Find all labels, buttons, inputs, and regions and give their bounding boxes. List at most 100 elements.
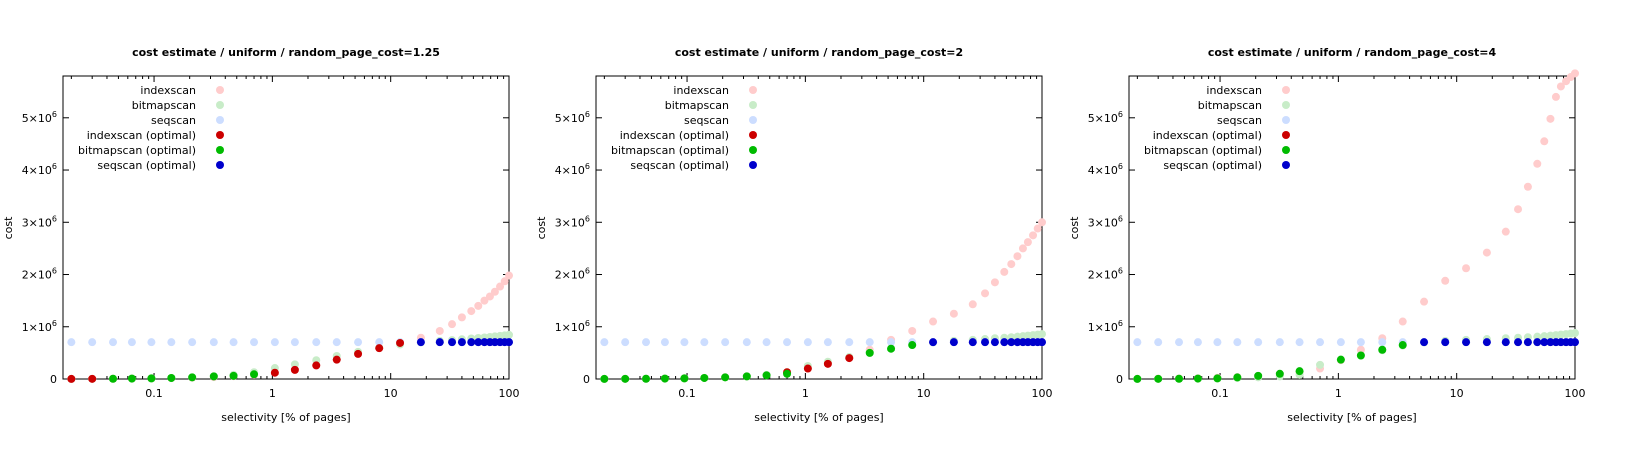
point-seqscan xyxy=(270,338,279,347)
y-axis-label: cost xyxy=(1068,216,1081,240)
point-seqscan xyxy=(67,338,76,347)
y-axis-label: cost xyxy=(535,216,548,240)
y-axis-label: cost xyxy=(2,216,15,240)
point-seqscan xyxy=(783,338,792,347)
legend-marker xyxy=(1282,161,1290,169)
point-indexscan-optimal xyxy=(312,361,321,370)
legend-marker xyxy=(216,101,224,109)
point-indexscan xyxy=(1356,345,1365,354)
point-seqscan xyxy=(660,338,669,347)
y-tick-label: 4×106 xyxy=(22,162,57,177)
legend-marker xyxy=(216,131,224,139)
point-seqscan xyxy=(375,338,384,347)
point-indexscan-optimal xyxy=(270,368,279,377)
point-bitmapscan xyxy=(1316,360,1325,369)
point-bitmapscan-optimal xyxy=(1233,373,1242,382)
point-seqscan-optimal xyxy=(990,338,999,347)
legend: indexscan bitmapscan seqscan indexscan (opt… xyxy=(78,84,224,172)
point-seqscan xyxy=(865,338,874,347)
point-seqscan xyxy=(600,338,609,347)
y-tick-label: 5×106 xyxy=(1088,110,1123,125)
y-tick-label: 4×106 xyxy=(555,162,590,177)
point-seqscan xyxy=(1233,338,1242,347)
point-seqscan-optimal xyxy=(1533,338,1542,347)
point-indexscan xyxy=(1523,182,1532,191)
point-indexscan xyxy=(467,307,476,316)
point-bitmapscan-optimal xyxy=(1336,355,1345,364)
legend-label: bitmapscan (optimal) xyxy=(611,144,729,157)
legend-marker xyxy=(1282,146,1290,154)
point-seqscan xyxy=(621,338,630,347)
point-seqscan-optimal xyxy=(505,338,513,347)
point-indexscan xyxy=(1462,264,1471,273)
y-tick-label: 3×106 xyxy=(1088,214,1123,229)
chart-panel-3: cost estimate / uniform / random_page_co… xyxy=(1068,46,1586,424)
point-indexscan xyxy=(1533,159,1542,168)
legend-marker xyxy=(216,116,224,124)
point-bitmapscan-optimal xyxy=(109,374,118,383)
point-indexscan xyxy=(1033,224,1042,233)
chart-panel-1: cost estimate / uniform / random_page_co… xyxy=(2,46,520,424)
x-axis-label: selectivity [% of pages] xyxy=(754,411,883,424)
plot-frame xyxy=(62,75,510,380)
point-indexscan xyxy=(1546,114,1555,123)
point-bitmapscan-optimal xyxy=(147,374,156,383)
legend-label: seqscan (optimal) xyxy=(97,159,196,172)
chart-title: cost estimate / uniform / random_page_co… xyxy=(675,46,963,59)
point-indexscan xyxy=(435,326,444,335)
legend-marker xyxy=(216,161,224,169)
legend-marker xyxy=(1282,101,1290,109)
legend-label: indexscan xyxy=(1206,84,1262,97)
point-indexscan xyxy=(1501,227,1510,236)
y-tick-label: 3×106 xyxy=(555,214,590,229)
point-seqscan xyxy=(127,338,136,347)
point-indexscan xyxy=(929,317,938,326)
point-indexscan xyxy=(448,320,457,329)
x-tick-label: 10 xyxy=(917,387,931,400)
data-points xyxy=(1133,69,1579,383)
point-seqscan-optimal xyxy=(448,338,457,347)
point-seqscan-optimal xyxy=(1482,338,1491,347)
point-indexscan-optimal xyxy=(823,359,832,368)
point-bitmapscan-optimal xyxy=(1193,374,1202,383)
point-seqscan-optimal xyxy=(1000,338,1009,347)
y-tick-label: 2×106 xyxy=(1088,267,1123,282)
x-tick-label: 0.1 xyxy=(1211,387,1229,400)
y-tick-label: 3×106 xyxy=(22,214,57,229)
chart-title: cost estimate / uniform / random_page_co… xyxy=(1208,46,1497,59)
axis-ticks: 0.1 1 10 100 0 1×106 2×106 3×106 4×106 5×106 xyxy=(1088,76,1586,400)
x-axis-label: selectivity [% of pages] xyxy=(1287,411,1416,424)
point-seqscan-optimal xyxy=(474,338,483,347)
legend-label: indexscan (optimal) xyxy=(1153,129,1262,142)
legend-label: seqscan xyxy=(684,114,729,127)
point-bitmapscan-optimal xyxy=(1133,374,1142,383)
point-indexscan xyxy=(949,309,958,318)
legend-label: bitmapscan xyxy=(1198,99,1262,112)
legend-marker xyxy=(749,146,757,154)
legend-label: bitmapscan (optimal) xyxy=(1144,144,1262,157)
legend-label: bitmapscan xyxy=(132,99,196,112)
point-indexscan xyxy=(1571,69,1579,78)
point-bitmapscan xyxy=(290,360,299,369)
legend-marker xyxy=(216,86,224,94)
point-seqscan-optimal xyxy=(1523,338,1532,347)
point-bitmapscan-optimal xyxy=(1356,351,1365,360)
point-seqscan xyxy=(312,338,321,347)
point-indexscan xyxy=(1000,267,1009,276)
point-bitmapscan xyxy=(505,330,513,339)
legend-marker xyxy=(749,116,757,124)
point-seqscan xyxy=(290,338,299,347)
point-seqscan xyxy=(332,338,341,347)
y-tick-label: 0 xyxy=(583,373,590,386)
y-tick-label: 1×106 xyxy=(22,319,57,334)
chart-title: cost estimate / uniform / random_page_co… xyxy=(132,46,440,59)
point-bitmapscan-optimal xyxy=(1213,374,1222,383)
point-seqscan-optimal xyxy=(981,338,990,347)
point-seqscan xyxy=(721,338,730,347)
point-seqscan-optimal xyxy=(1546,338,1555,347)
point-seqscan xyxy=(1175,338,1184,347)
point-seqscan xyxy=(1316,338,1325,347)
point-indexscan xyxy=(480,296,489,305)
point-indexscan-optimal xyxy=(332,355,341,364)
